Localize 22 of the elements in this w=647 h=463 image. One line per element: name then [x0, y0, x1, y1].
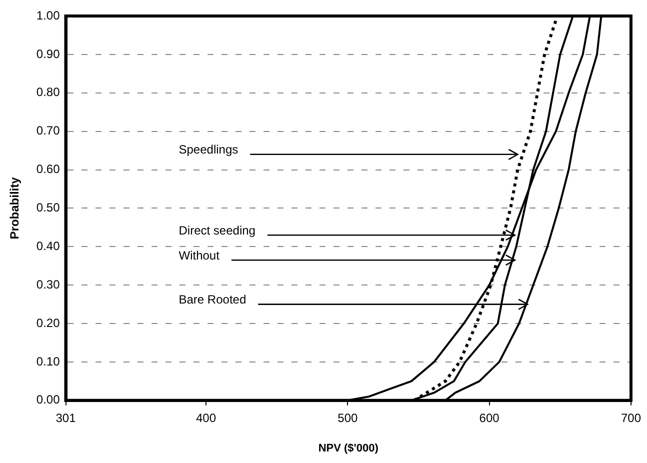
y-tick-label: 0.20: [36, 316, 60, 330]
x-tick-label: 500: [338, 410, 358, 425]
x-tick-label: 400: [196, 410, 216, 425]
x-tick-label: 600: [479, 410, 500, 425]
y-tick-label: 0.10: [36, 354, 60, 368]
annotation: Without: [178, 248, 220, 262]
x-tick-label: 301: [56, 410, 76, 425]
annotation: Speedlings: [178, 142, 238, 157]
y-tick-label: 0.80: [36, 85, 60, 100]
y-tick-label: 0.50: [36, 200, 60, 215]
y-tick-label: 1.00: [36, 8, 60, 22]
annotation: Bare Rooted: [178, 292, 246, 307]
y-tick-label: 0.30: [36, 277, 60, 292]
y-axis-title: Probability: [8, 176, 22, 240]
y-tick-label: 0.40: [36, 238, 60, 253]
y-tick-label: 0.00: [36, 392, 60, 407]
y-tick-label: 0.60: [36, 162, 60, 176]
x-tick-label: 700: [620, 410, 642, 425]
x-axis-title: NPV ($'000): [318, 442, 379, 454]
y-tick-label: 0.70: [36, 124, 60, 138]
annotation: Direct seeding: [178, 223, 256, 238]
y-tick-label: 0.90: [36, 46, 60, 61]
